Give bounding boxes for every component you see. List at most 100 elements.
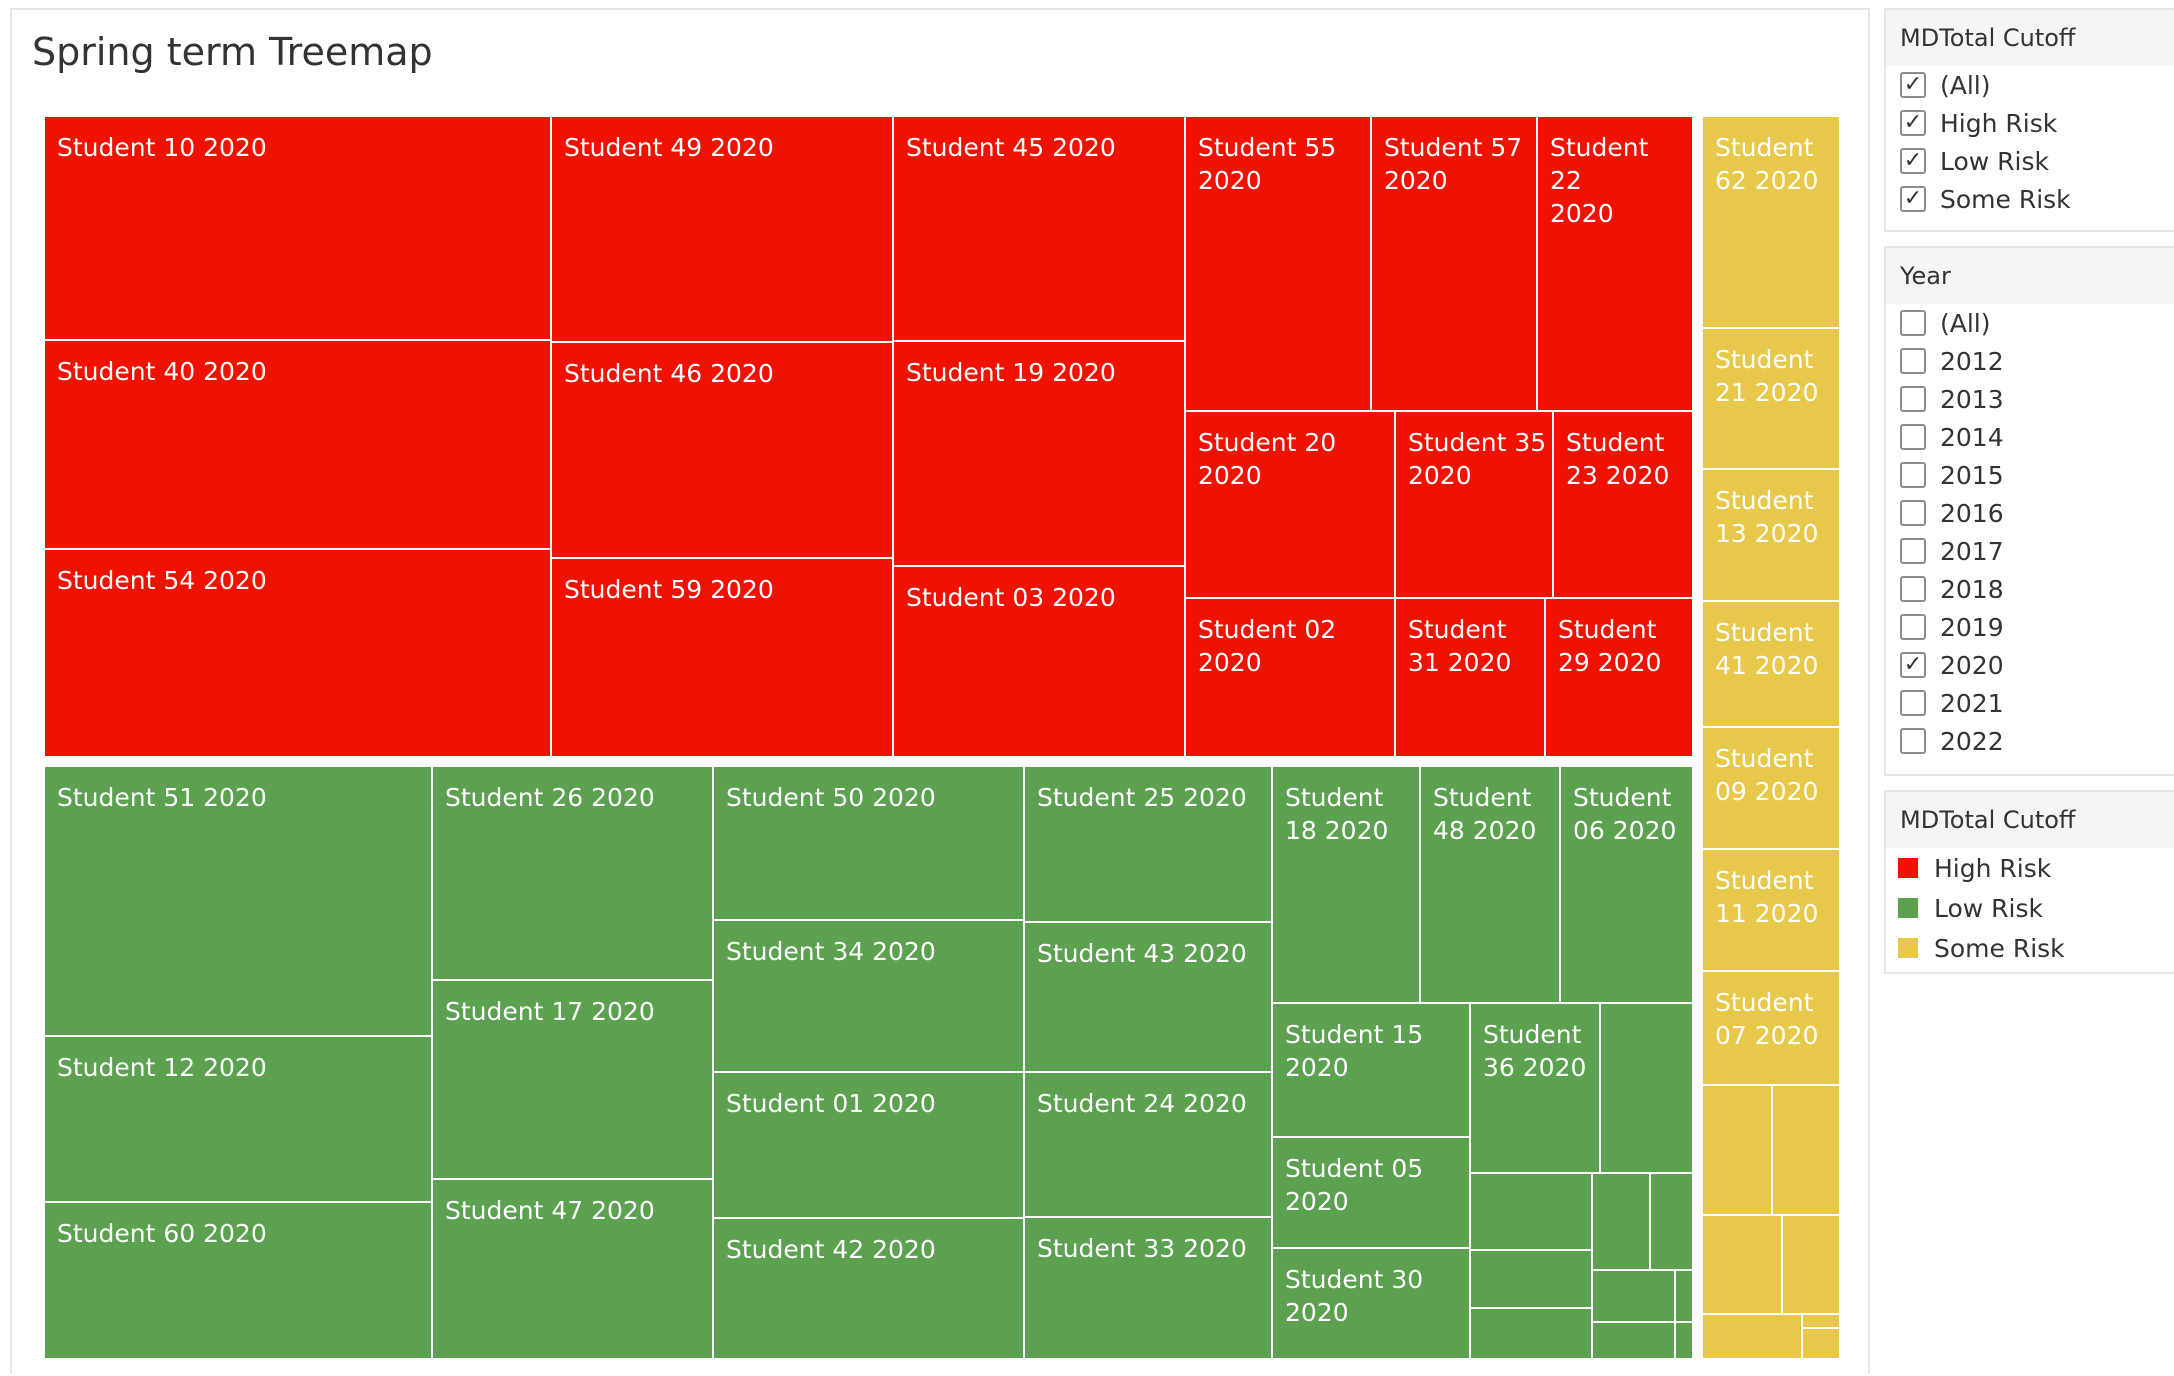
checked-checkbox-icon[interactable]: ✓ [1900,148,1926,174]
year-filter-option[interactable]: 2018 [1886,570,2174,608]
treemap-tile[interactable]: Student 24 2020 [1024,1072,1272,1217]
treemap-tile[interactable]: Student 19 2020 [893,341,1185,566]
treemap-tile-unlabeled[interactable] [1802,1314,1840,1328]
treemap-tile[interactable]: Student 11 2020 [1702,849,1840,971]
treemap-tile[interactable]: Student 07 2020 [1702,971,1840,1085]
treemap-tile-unlabeled[interactable] [1470,1173,1592,1250]
checkbox-icon[interactable] [1900,538,1926,564]
treemap-tile[interactable]: Student 17 2020 [432,980,713,1179]
treemap-tile[interactable]: Student 25 2020 [1024,766,1272,922]
treemap-tile[interactable]: Student 40 2020 [44,340,551,549]
treemap-tile[interactable]: Student 18 2020 [1272,766,1420,1003]
treemap-tile[interactable]: Student 20 2020 [1185,411,1395,598]
treemap-tile[interactable]: Student 15 2020 [1272,1003,1470,1137]
legend-item[interactable]: Some Risk [1886,928,2174,968]
treemap-tile[interactable]: Student 47 2020 [432,1179,713,1359]
treemap-tile[interactable]: Student 10 2020 [44,116,551,340]
treemap-tile[interactable]: Student 13 2020 [1702,469,1840,601]
checked-checkbox-icon[interactable]: ✓ [1900,652,1926,678]
treemap-tile[interactable]: Student 55 2020 [1185,116,1371,411]
treemap-tile[interactable]: Student 62 2020 [1702,116,1840,328]
legend-item[interactable]: High Risk [1886,848,2174,888]
treemap-tile-label: Student 35 2020 [1408,428,1547,490]
treemap-tile-unlabeled[interactable] [1650,1173,1693,1270]
treemap-tile[interactable]: Student 54 2020 [44,549,551,757]
year-filter-option[interactable]: 2014 [1886,418,2174,456]
treemap-tile-unlabeled[interactable] [1592,1270,1675,1322]
checkbox-icon[interactable] [1900,348,1926,374]
treemap-tile-unlabeled[interactable] [1702,1215,1782,1314]
treemap-tile[interactable]: Student 09 2020 [1702,727,1840,849]
treemap-tile[interactable]: Student 48 2020 [1420,766,1560,1003]
checkbox-icon[interactable] [1900,462,1926,488]
treemap-tile[interactable]: Student 36 2020 [1470,1003,1600,1173]
treemap-tile[interactable]: Student 26 2020 [432,766,713,980]
treemap-tile[interactable]: Student 45 2020 [893,116,1185,341]
treemap-tile[interactable]: Student 05 2020 [1272,1137,1470,1248]
treemap-tile[interactable]: Student 57 2020 [1371,116,1537,411]
year-filter-option[interactable]: 2022 [1886,722,2174,760]
checked-checkbox-icon[interactable]: ✓ [1900,110,1926,136]
treemap-tile[interactable]: Student 59 2020 [551,558,893,757]
treemap-tile[interactable]: Student 42 2020 [713,1218,1024,1359]
year-filter-option[interactable]: 2012 [1886,342,2174,380]
treemap-tile[interactable]: Student 41 2020 [1702,601,1840,727]
treemap-tile[interactable]: Student 33 2020 [1024,1217,1272,1359]
year-filter-option[interactable]: 2015 [1886,456,2174,494]
cutoff-filter-option[interactable]: ✓ (All) [1886,66,2174,104]
year-filter-option[interactable]: (All) [1886,304,2174,342]
treemap-tile-unlabeled[interactable] [1675,1322,1693,1359]
checked-checkbox-icon[interactable]: ✓ [1900,72,1926,98]
treemap-tile[interactable]: Student 50 2020 [713,766,1024,920]
treemap-tile[interactable]: Student 23 2020 [1553,411,1693,598]
treemap-tile-unlabeled[interactable] [1702,1314,1802,1359]
treemap-tile[interactable]: Student 29 2020 [1545,598,1693,757]
year-filter-option[interactable]: ✓ 2020 [1886,646,2174,684]
treemap-tile[interactable]: Student 02 2020 [1185,598,1395,757]
cutoff-filter-option[interactable]: ✓ Low Risk [1886,142,2174,180]
treemap-tile[interactable]: Student 03 2020 [893,566,1185,757]
treemap-tile[interactable]: Student 22 2020 [1537,116,1693,411]
checkbox-icon[interactable] [1900,728,1926,754]
treemap-tile-unlabeled[interactable] [1592,1322,1675,1359]
legend-swatch [1898,898,1918,918]
treemap-tile-unlabeled[interactable] [1470,1250,1592,1308]
treemap-tile-unlabeled[interactable] [1600,1003,1693,1173]
treemap-tile[interactable]: Student 34 2020 [713,920,1024,1072]
treemap-tile[interactable]: Student 21 2020 [1702,328,1840,469]
treemap-tile[interactable]: Student 31 2020 [1395,598,1545,757]
treemap-tile[interactable]: Student 30 2020 [1272,1248,1470,1359]
checkbox-icon[interactable] [1900,310,1926,336]
treemap-tile[interactable]: Student 06 2020 [1560,766,1693,1003]
treemap-tile[interactable]: Student 51 2020 [44,766,432,1036]
year-filter-option[interactable]: 2013 [1886,380,2174,418]
cutoff-filter-option[interactable]: ✓ Some Risk [1886,180,2174,218]
treemap-tile-unlabeled[interactable] [1470,1308,1592,1359]
checkbox-icon[interactable] [1900,386,1926,412]
checked-checkbox-icon[interactable]: ✓ [1900,186,1926,212]
year-filter-option[interactable]: 2017 [1886,532,2174,570]
treemap-tile[interactable]: Student 12 2020 [44,1036,432,1202]
year-filter-option[interactable]: 2019 [1886,608,2174,646]
treemap-tile-unlabeled[interactable] [1772,1085,1840,1215]
treemap-tile-unlabeled[interactable] [1675,1270,1693,1322]
checkbox-icon[interactable] [1900,576,1926,602]
cutoff-filter-option[interactable]: ✓ High Risk [1886,104,2174,142]
treemap-tile-unlabeled[interactable] [1702,1085,1772,1215]
treemap-tile[interactable]: Student 35 2020 [1395,411,1553,598]
checkbox-icon[interactable] [1900,424,1926,450]
legend-item[interactable]: Low Risk [1886,888,2174,928]
treemap-tile[interactable]: Student 46 2020 [551,342,893,558]
treemap-tile-unlabeled[interactable] [1802,1328,1840,1359]
treemap-tile[interactable]: Student 43 2020 [1024,922,1272,1072]
checkbox-icon[interactable] [1900,690,1926,716]
treemap-tile[interactable]: Student 49 2020 [551,116,893,342]
treemap-tile-unlabeled[interactable] [1592,1173,1650,1270]
year-filter-option[interactable]: 2021 [1886,684,2174,722]
checkbox-icon[interactable] [1900,614,1926,640]
treemap-tile-unlabeled[interactable] [1782,1215,1840,1314]
treemap-tile[interactable]: Student 60 2020 [44,1202,432,1359]
year-filter-option[interactable]: 2016 [1886,494,2174,532]
checkbox-icon[interactable] [1900,500,1926,526]
treemap-tile[interactable]: Student 01 2020 [713,1072,1024,1218]
